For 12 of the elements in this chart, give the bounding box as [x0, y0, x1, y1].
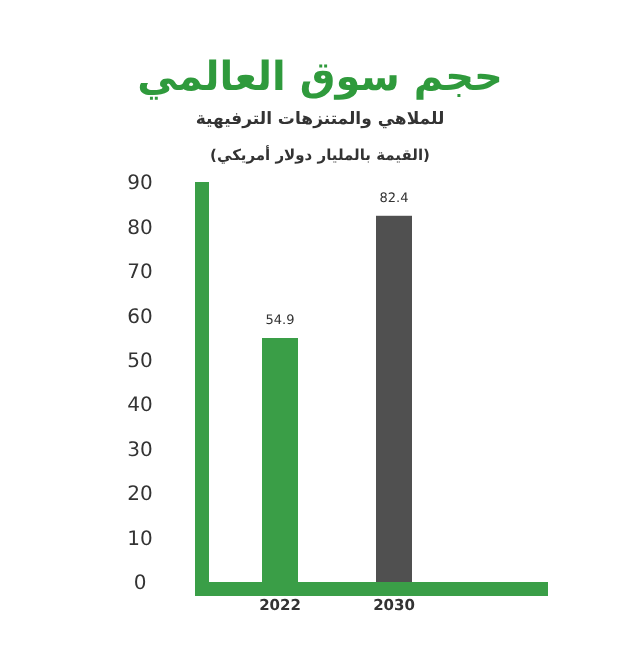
chart-subtitle: للملاهي والمتنزهات الترفيهية: [195, 110, 445, 130]
y-tick-label: 0: [133, 573, 147, 596]
y-tick-label: 70: [127, 262, 153, 285]
y-tick-label: 10: [127, 528, 153, 551]
y-tick-label: 40: [127, 395, 153, 418]
y-tick-label: 90: [127, 173, 153, 196]
y-tick-label: 60: [127, 306, 153, 329]
chart-title: حجم سوق العالمي: [137, 52, 503, 100]
y-tick-label: 80: [127, 217, 153, 240]
y-tick-label: 30: [127, 439, 153, 462]
y-tick-label: 50: [127, 350, 153, 373]
y-tick-label: 20: [127, 484, 153, 507]
